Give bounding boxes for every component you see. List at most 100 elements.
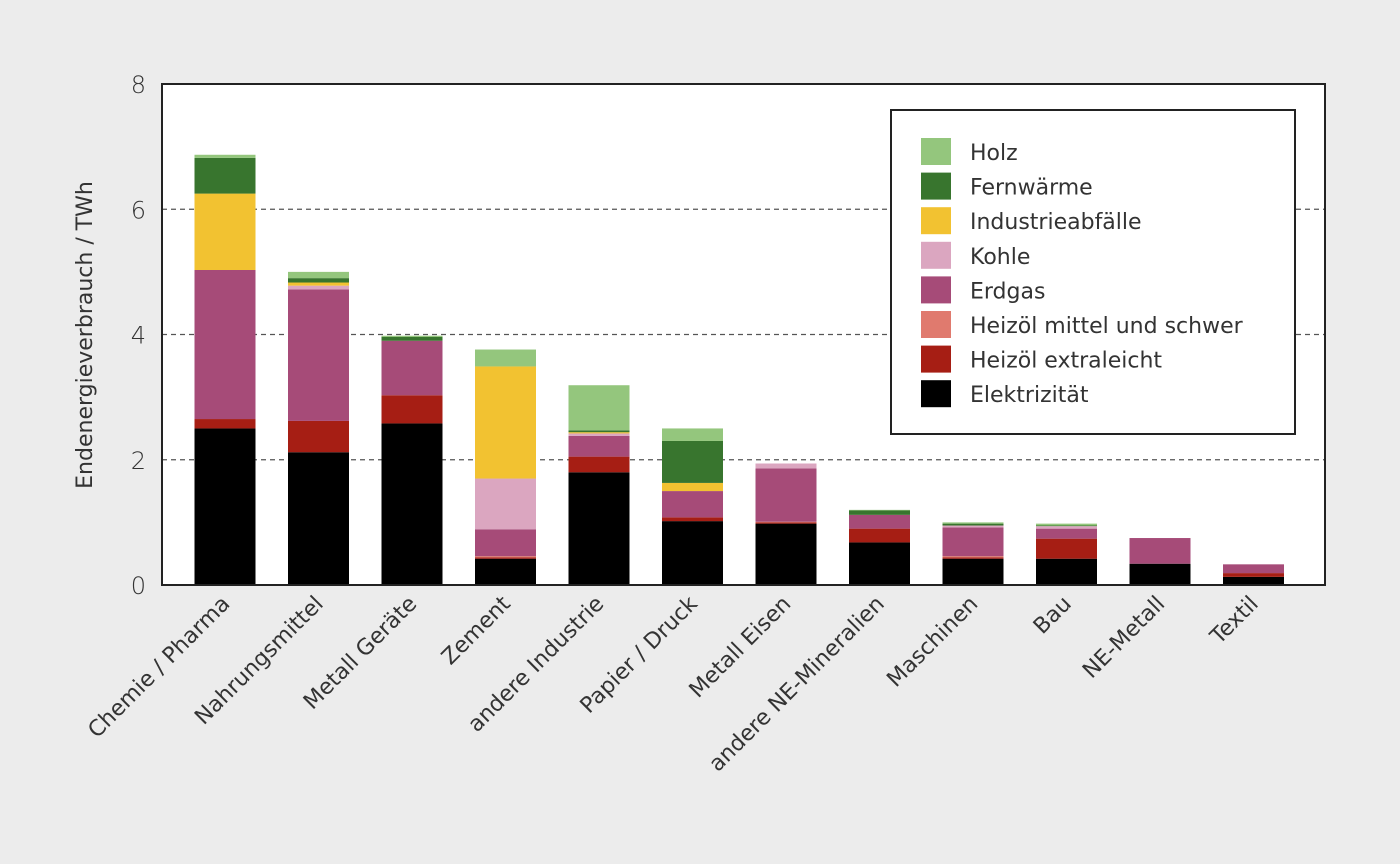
y-tick-label: 0 (131, 572, 146, 600)
bar-segment (194, 193, 256, 270)
legend-label: Kohle (970, 245, 1030, 270)
bar-segment (755, 521, 817, 523)
bar-segment (1036, 528, 1097, 539)
legend-swatch (921, 241, 951, 269)
bar-segment (755, 522, 817, 524)
bar-segment (942, 525, 1004, 528)
bar-segment (568, 433, 630, 436)
bar-segment (381, 340, 443, 396)
bar-segment (568, 430, 630, 433)
y-tick-label: 6 (131, 196, 146, 224)
bar-segment (475, 557, 536, 559)
bar-segment (475, 478, 536, 530)
legend-swatch (921, 172, 951, 200)
bar-segment (942, 558, 1004, 585)
bar-segment (475, 529, 536, 557)
bar-segment (1129, 563, 1191, 585)
bar-segment (194, 157, 256, 194)
legend-label: Industrieabfälle (970, 210, 1142, 235)
bar-segment (381, 423, 443, 585)
bar-segment (662, 521, 723, 585)
bar-segment (1223, 564, 1284, 574)
bar-segment (662, 428, 723, 441)
bar-segment (568, 435, 630, 457)
bar-segment (288, 452, 349, 585)
legend-label: Elektrizität (970, 383, 1089, 408)
bar-segment (288, 278, 349, 283)
bar-segment (1036, 526, 1097, 529)
y-tick-label: 2 (131, 447, 146, 475)
bar-segment (942, 522, 1004, 524)
bar-segment (568, 432, 630, 434)
bar-segment (1036, 523, 1097, 526)
legend-swatch (921, 138, 951, 165)
y-axis-ticks: 0 2 4 6 8 (131, 71, 146, 600)
bar-segment (849, 514, 910, 529)
legend-swatch (921, 276, 951, 304)
bar-segment (755, 468, 817, 522)
bar-segment (381, 395, 443, 424)
bar-segment (288, 289, 349, 421)
bar-segment (849, 510, 910, 515)
bar-segment (662, 517, 723, 522)
x-tick-label: Maschinen (882, 592, 983, 693)
bar-segment (849, 509, 910, 511)
y-tick-label: 4 (131, 322, 146, 350)
bar-segment (568, 385, 630, 431)
legend-label: Heizöl mittel und schwer (970, 314, 1244, 339)
bar-segment (194, 419, 256, 429)
bar-segment (755, 523, 817, 585)
x-tick-label: andere NE-Mineralien (704, 592, 889, 777)
bar-segment (381, 337, 443, 341)
legend-label: Erdgas (970, 279, 1045, 304)
bar-segment (662, 491, 723, 518)
bar-segment (288, 282, 349, 286)
legend-swatch (921, 380, 951, 408)
bar-segment (942, 523, 1004, 526)
bar-segment (475, 349, 536, 367)
bar-segment (662, 482, 723, 492)
bar-segment (849, 528, 910, 543)
bar-segment (288, 271, 349, 279)
bars (194, 154, 1284, 585)
y-axis-label: Endenergieverbrauch / TWh (73, 181, 98, 489)
bar-segment (755, 463, 817, 469)
x-tick-label: Bau (1029, 592, 1077, 640)
bar-segment (288, 420, 349, 453)
bar-segment (568, 472, 630, 585)
legend-label: Fernwärme (970, 176, 1093, 201)
bar-segment (1223, 576, 1284, 585)
legend-swatch (921, 345, 951, 373)
bar-segment (849, 542, 910, 585)
legend-swatch (921, 311, 951, 338)
x-tick-label: NE-Metall (1078, 592, 1170, 684)
legend-box (890, 109, 1296, 435)
bar-segment (942, 527, 1004, 557)
bar-segment (1129, 538, 1191, 564)
bar-segment (288, 285, 349, 290)
bar-segment (1036, 558, 1097, 585)
x-tick-label: Zement (437, 591, 516, 670)
bar-segment (194, 154, 256, 158)
bar-segment (662, 440, 723, 483)
legend-label: Heizöl extraleicht (970, 349, 1162, 374)
bar-segment (568, 456, 630, 473)
bar-segment (942, 556, 1004, 558)
gridlines (162, 208, 1325, 461)
bar-segment (942, 557, 1004, 559)
bar-segment (475, 558, 536, 585)
bar-segment (1036, 525, 1097, 527)
x-tick-label: Textil (1205, 592, 1263, 650)
legend: Holz Fernwärme Industrieabfälle Kohle Erdgas… (890, 109, 1296, 435)
bar-segment (1223, 573, 1284, 577)
bar-segment (381, 335, 443, 338)
y-tick-label: 8 (131, 71, 146, 99)
legend-swatch (921, 207, 951, 235)
legend-label: Holz (970, 141, 1018, 166)
bar-segment (475, 556, 536, 558)
bar-segment (475, 366, 536, 479)
plot-frame (161, 83, 1326, 586)
bar-segment (1036, 538, 1097, 559)
